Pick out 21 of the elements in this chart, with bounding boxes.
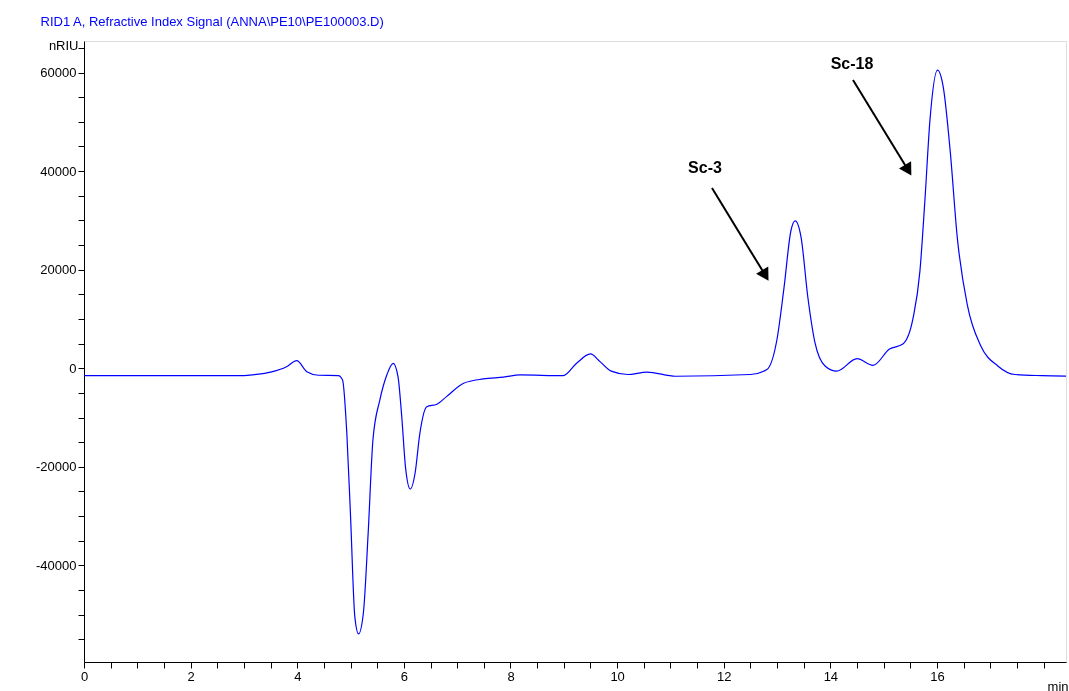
x-tick-label: 6 [400, 668, 408, 684]
y-axis-title: nRIU [48, 37, 79, 53]
y-tick-label: 0 [69, 360, 77, 376]
y-tick-label: -40000 [36, 557, 77, 573]
x-tick-label: 0 [80, 668, 89, 684]
y-tick-label: -20000 [36, 459, 77, 475]
x-tick-label: 12 [717, 668, 732, 684]
line-series [83, 69, 1067, 635]
chart-title: RID1 A, Refractive Index Signal (ANNA\PE10\PE100003.D) [40, 14, 384, 29]
y-tick-label: 20000 [40, 262, 77, 278]
x-tick-label: 10 [610, 668, 625, 684]
x-tick-label: 14 [823, 668, 839, 684]
y-tick-label: 60000 [40, 65, 77, 81]
annotation: Sc-18 [830, 55, 874, 72]
x-axis-title: min [1047, 678, 1069, 691]
x-tick-label: 8 [507, 668, 515, 684]
annotation: Sc-3 [688, 159, 722, 176]
y-tick-label: 40000 [40, 163, 77, 179]
x-tick-label: 4 [294, 668, 302, 684]
x-tick-label: 16 [930, 668, 945, 684]
x-tick-label: 2 [187, 668, 195, 684]
